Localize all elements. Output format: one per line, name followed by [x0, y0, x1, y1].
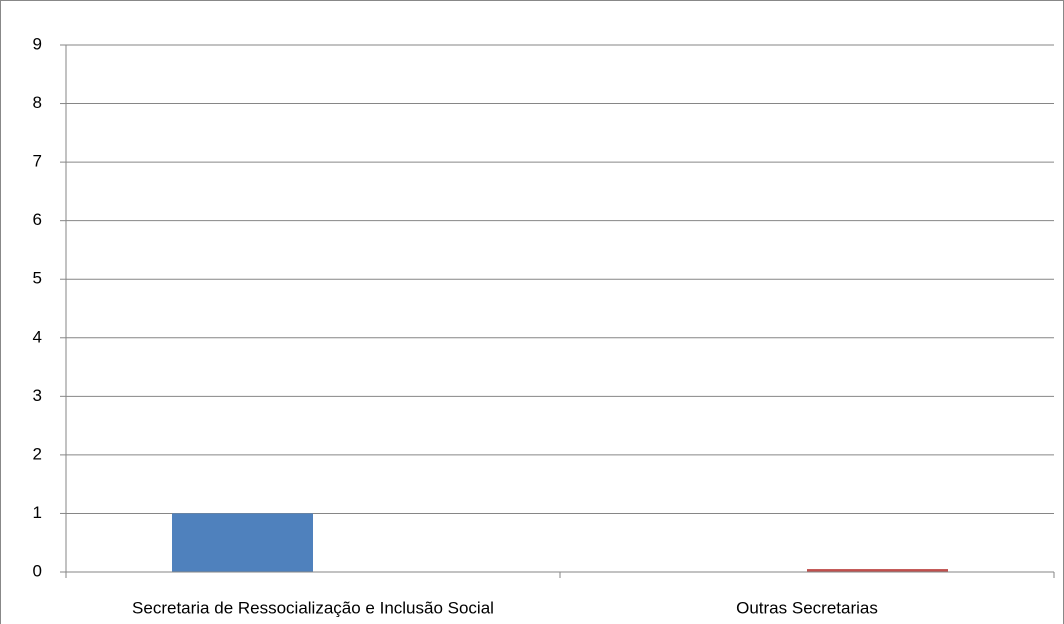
x-tick-label: Secretaria de Ressocialização e Inclusão… — [132, 598, 494, 617]
y-tick-label: 7 — [33, 152, 42, 171]
y-tick-label: 5 — [33, 269, 42, 288]
bar — [172, 513, 313, 572]
x-tick-label: Outras Secretarias — [736, 598, 878, 617]
y-tick-label: 9 — [33, 34, 42, 53]
y-tick-label: 4 — [33, 327, 42, 346]
y-tick-label: 0 — [33, 561, 42, 580]
bar — [807, 569, 948, 572]
y-tick-label: 3 — [33, 386, 42, 405]
y-tick-label: 8 — [33, 93, 42, 112]
y-tick-label: 6 — [33, 210, 42, 229]
y-tick-label: 2 — [33, 444, 42, 463]
y-tick-label: 1 — [33, 503, 42, 522]
